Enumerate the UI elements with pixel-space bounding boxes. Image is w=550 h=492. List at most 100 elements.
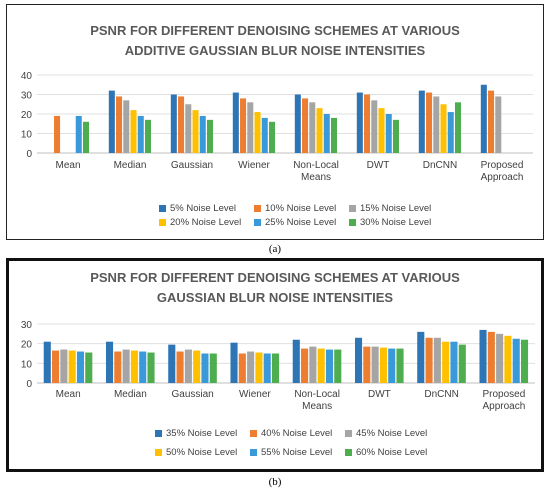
chart-b-category-label: DnCNN [424,389,458,400]
chart-b-bar [193,350,201,383]
chart-a-bar [447,112,454,153]
chart-a-bar [247,102,254,153]
chart-a-category-label: Gaussian [171,160,213,171]
chart-a-category-label: Wiener [238,160,270,171]
chart-b-bar [52,350,60,383]
chart-b-category-label: DWT [368,389,391,400]
chart-b-bar [76,351,85,383]
chart-a-bar [232,92,239,153]
chart-b-bar [379,347,387,383]
chart-a-category-label: Non-Local [293,160,339,171]
chart-b-bar [479,329,487,383]
chart-a-y-tick-label: 20 [21,110,33,121]
chart-b-bar [388,348,396,383]
chart-b-bar [184,349,192,383]
chart-a-legend-swatch [159,205,166,212]
chart-b-y-tick-label: 10 [21,359,33,370]
chart-b-legend-label: 40% Noise Level [261,428,332,439]
chart-b-title-line: GAUSSIAN BLUR NOISE INTENSITIES [157,290,394,305]
chart-b-bar [263,353,271,383]
chart-a-legend-label: 5% Noise Level [170,203,236,214]
chart-a-y-tick-label: 40 [21,71,33,82]
chart-a-bar [178,96,185,153]
chart-a-svg: PSNR FOR DIFFERENT DENOISING SCHEMES AT … [21,23,533,228]
chart-b-bar [139,351,147,383]
chart-a-bar [123,100,130,153]
chart-b-bar [317,348,325,383]
chart-a-bar [364,94,371,153]
chart-b-bar [147,352,155,383]
chart-b-bar [309,346,317,383]
chart-a-legend-swatch [349,219,356,226]
chart-a-category-label: DnCNN [423,160,457,171]
chart-a-legend-label: 15% Noise Level [360,203,431,214]
chart-a-bar [433,96,440,153]
chart-b-category-label: Median [114,389,147,400]
chart-b-y-tick-label: 30 [21,320,33,331]
chart-a-bar [130,110,137,153]
chart-b-legend-swatch [250,430,257,437]
chart-b-bar [425,337,433,383]
chart-b-category-label: Approach [482,401,525,412]
chart-a-bar [418,90,425,153]
chart-a-bar [268,121,275,153]
chart-a-bar [75,115,82,153]
chart-panel-a: PSNR FOR DIFFERENT DENOISING SCHEMES AT … [6,4,544,240]
chart-a-bar [144,119,151,153]
chart-b-bar [520,339,529,383]
chart-a-legend-label: 25% Noise Level [265,217,336,228]
chart-b-legend-swatch [345,449,352,456]
chart-a-category-label: Proposed [481,160,524,171]
chart-a-legend-swatch [159,219,166,226]
chart-a-category-label: Mean [55,160,80,171]
chart-a-bar [454,102,461,153]
chart-b-category-label: Wiener [239,389,271,400]
chart-a-bar [316,108,323,153]
chart-b-category-label: Gaussian [172,389,214,400]
caption-a: (a) [268,243,282,255]
chart-b-bar [496,333,504,383]
chart-a-bar [294,94,301,153]
chart-a-bar [82,121,89,153]
chart-b-bar [325,349,334,383]
chart-b-bar [371,346,379,383]
chart-a-bar [185,104,192,153]
chart-b-category-label: Proposed [482,389,525,400]
chart-a-category-label: Means [301,172,331,183]
caption-b: (b) [268,476,282,488]
chart-b-legend-swatch [250,449,257,456]
chart-a-bar [137,115,144,153]
chart-a-bar [323,114,330,153]
chart-b-legend-label: 60% Noise Level [356,447,427,458]
chart-a-bar [254,112,261,153]
chart-b-bar [247,351,255,383]
chart-b-category-label: Mean [56,389,81,400]
chart-a-bar [116,96,123,153]
chart-a-bar [392,119,399,153]
chart-b-bar [122,349,130,383]
chart-a-bar [440,104,447,153]
chart-a-bar [192,110,199,153]
chart-a-bar [330,117,337,153]
chart-b-bar [230,342,238,383]
chart-b-y-tick-label: 0 [26,379,32,390]
chart-panel-b: PSNR FOR DIFFERENT DENOISING SCHEMES AT … [6,258,544,472]
chart-a-bar [426,92,433,153]
chart-a-bar [206,119,213,153]
chart-b-bar [130,350,138,383]
chart-b-bar [433,337,441,383]
chart-a-bar [240,98,247,153]
chart-b-bar [487,331,495,383]
chart-b-bar [363,346,371,383]
chart-b-bar [209,353,217,383]
chart-b-title-line: PSNR FOR DIFFERENT DENOISING SCHEMES AT … [90,270,460,285]
chart-b-bar [168,344,176,383]
chart-b-bar [450,341,458,383]
chart-b-bar [176,351,184,383]
chart-a-bar [302,98,309,153]
chart-b-category-label: Non-Local [294,389,340,400]
chart-b-legend-label: 35% Noise Level [166,428,237,439]
chart-b-bar [271,353,280,383]
chart-a-legend-label: 10% Noise Level [265,203,336,214]
chart-b-bar [396,348,404,383]
